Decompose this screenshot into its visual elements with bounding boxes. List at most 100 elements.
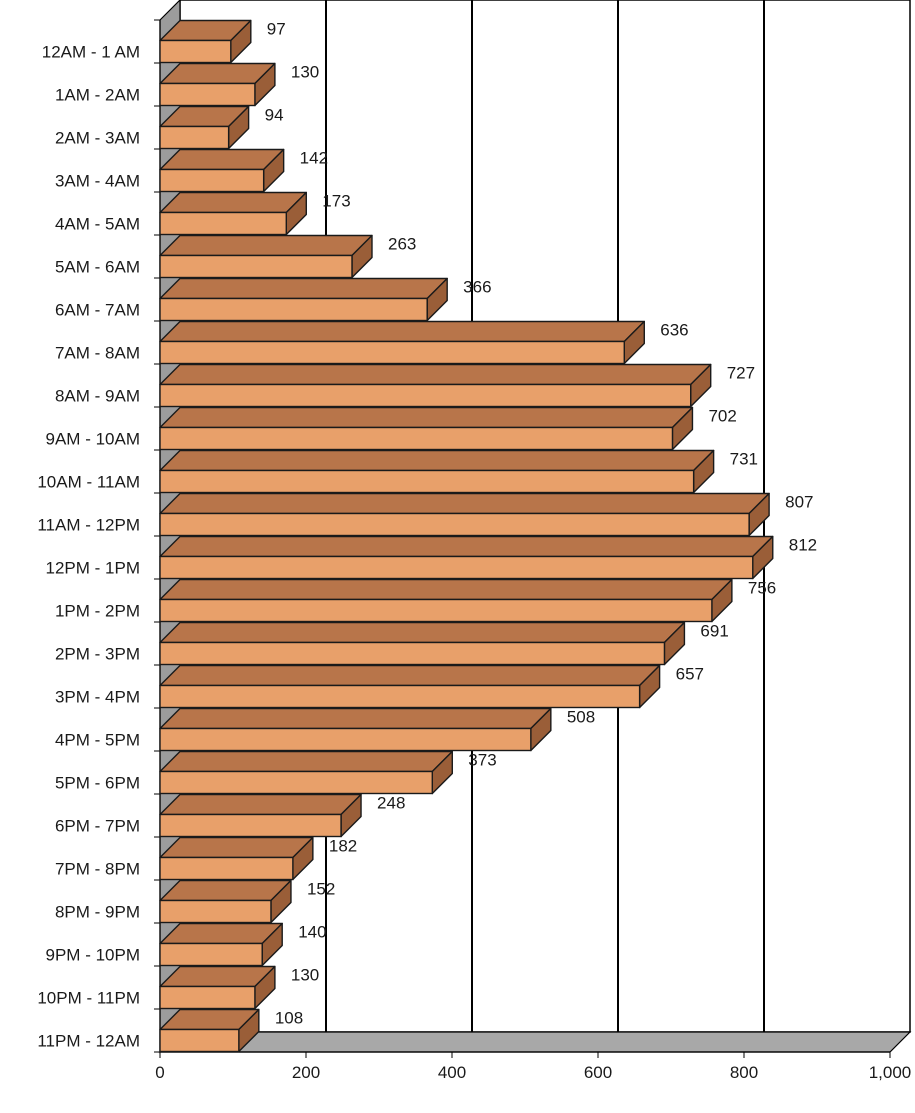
category-label: 3AM - 4AM xyxy=(55,172,140,191)
bar-value-label: 731 xyxy=(730,450,758,469)
bar-value-label: 702 xyxy=(708,407,736,426)
x-tick-label: 0 xyxy=(155,1063,164,1082)
bar[interactable] xyxy=(159,191,307,236)
bar-top-face xyxy=(159,664,661,687)
bar[interactable] xyxy=(159,492,770,537)
bar-top-face xyxy=(159,492,770,515)
bar-front-face xyxy=(159,82,256,107)
bar[interactable] xyxy=(159,578,733,623)
chart-text-layer: 0 200 400 600 800 1,000 97 12AM - 1 AM 130 1AM - … xyxy=(37,20,911,1083)
bar[interactable] xyxy=(159,793,362,838)
bar[interactable] xyxy=(159,62,276,107)
category-label: 6PM - 7PM xyxy=(55,817,140,836)
category-label: 5PM - 6PM xyxy=(55,774,140,793)
bar-front-face xyxy=(159,641,666,666)
bar-front-face xyxy=(159,856,294,881)
bar-value-label: 373 xyxy=(468,751,496,770)
bar[interactable] xyxy=(159,19,252,64)
x-tick-label: 600 xyxy=(584,1063,612,1082)
bar[interactable] xyxy=(159,535,774,580)
bar-value-label: 366 xyxy=(463,278,491,297)
bar[interactable] xyxy=(159,234,373,279)
bar-value-label: 812 xyxy=(789,536,817,555)
category-label: 10AM - 11AM xyxy=(37,473,140,492)
bar[interactable] xyxy=(159,965,276,1010)
bar-front-face xyxy=(159,555,754,580)
bar[interactable] xyxy=(159,320,645,365)
bar-front-face xyxy=(159,512,750,537)
bar-front-face xyxy=(159,813,342,838)
bar-front-face xyxy=(159,340,625,365)
category-label: 7AM - 8AM xyxy=(55,344,140,363)
bar[interactable] xyxy=(159,750,453,795)
bar-top-face xyxy=(159,922,283,945)
bar[interactable] xyxy=(159,277,448,322)
x-tick-label: 200 xyxy=(292,1063,320,1082)
x-tick-label: 800 xyxy=(730,1063,758,1082)
bar[interactable] xyxy=(159,664,661,709)
bar-value-label: 108 xyxy=(275,1009,303,1028)
bar-front-face xyxy=(159,39,232,64)
bar[interactable] xyxy=(159,621,686,666)
bar[interactable] xyxy=(159,148,285,193)
bar-front-face xyxy=(159,684,641,709)
bar[interactable] xyxy=(159,879,292,924)
bar-value-label: 142 xyxy=(300,149,328,168)
bar-top-face xyxy=(159,148,285,171)
bar-top-face xyxy=(159,535,774,558)
bar-top-face xyxy=(159,363,712,386)
bar-value-label: 691 xyxy=(700,622,728,641)
bar-top-face xyxy=(159,320,645,343)
bar-value-label: 807 xyxy=(785,493,813,512)
bar-value-label: 636 xyxy=(660,321,688,340)
bar-value-label: 756 xyxy=(748,579,776,598)
bar-front-face xyxy=(159,899,272,924)
category-label: 11AM - 12PM xyxy=(37,516,140,535)
category-label: 2AM - 3AM xyxy=(55,129,140,148)
category-label: 10PM - 11PM xyxy=(37,989,140,1008)
category-label: 4PM - 5PM xyxy=(55,731,140,750)
category-label: 12PM - 1PM xyxy=(46,559,140,578)
bar[interactable] xyxy=(159,449,715,494)
x-tick-label: 1,000 xyxy=(869,1063,912,1082)
bar-front-face xyxy=(159,254,353,279)
category-label: 9AM - 10AM xyxy=(46,430,140,449)
bar-top-face xyxy=(159,234,373,257)
bar-front-face xyxy=(159,985,256,1010)
bar-front-face xyxy=(159,211,287,236)
bar-value-label: 97 xyxy=(267,20,286,39)
bar-top-face xyxy=(159,707,552,730)
category-label: 6AM - 7AM xyxy=(55,301,140,320)
category-label: 5AM - 6AM xyxy=(55,258,140,277)
bar[interactable] xyxy=(159,922,283,967)
bar-top-face xyxy=(159,621,686,644)
bar[interactable] xyxy=(159,406,694,451)
category-label: 9PM - 10PM xyxy=(46,946,140,965)
category-label: 1AM - 2AM xyxy=(55,86,140,105)
chart-bars-layer xyxy=(159,19,774,1053)
bar-value-label: 130 xyxy=(291,63,319,82)
bar-value-label: 263 xyxy=(388,235,416,254)
bar-value-label: 173 xyxy=(322,192,350,211)
bar[interactable] xyxy=(159,707,552,752)
bar-front-face xyxy=(159,770,433,795)
category-label: 1PM - 2PM xyxy=(55,602,140,621)
bar-value-label: 130 xyxy=(291,966,319,985)
bar-top-face xyxy=(159,191,307,214)
bar[interactable] xyxy=(159,105,250,150)
bar-front-face xyxy=(159,598,713,623)
bar-value-label: 248 xyxy=(377,794,405,813)
bar[interactable] xyxy=(159,1008,260,1053)
bar-front-face xyxy=(159,426,674,451)
bar[interactable] xyxy=(159,836,314,881)
bar-front-face xyxy=(159,469,695,494)
category-label: 8AM - 9AM xyxy=(55,387,140,406)
bar[interactable] xyxy=(159,363,712,408)
category-label: 8PM - 9PM xyxy=(55,903,140,922)
bar-front-face xyxy=(159,168,265,193)
bar-top-face xyxy=(159,793,362,816)
bar-value-label: 727 xyxy=(727,364,755,383)
bar-top-face xyxy=(159,879,292,902)
